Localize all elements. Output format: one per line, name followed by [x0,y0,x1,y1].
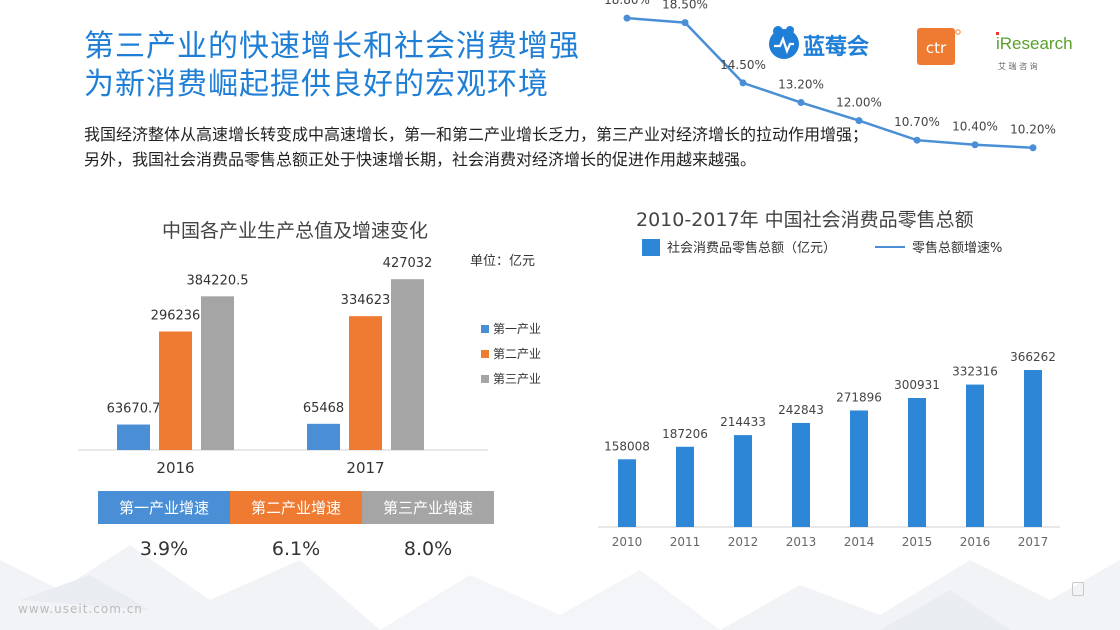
primary-growth-label: 第一产业增速 [98,491,230,524]
retail-bar [1024,370,1042,527]
secondary-growth-value: 6.1% [271,538,321,560]
industry-bar-label: 63670.7 [107,402,161,417]
industry-bar-label: 427032 [383,256,433,271]
growth-point [797,99,805,107]
growth-point-label: 10.40% [952,120,998,134]
retail-category-label: 2010 [612,535,643,549]
growth-point-label: 18.80% [604,0,650,7]
ctr-logo-text: ctr [926,39,947,57]
industry-legend-label: 第三产业 [493,372,541,386]
industry-chart-unit: 单位：亿元 [470,254,536,269]
industry-legend-swatch [481,325,489,333]
growth-line [626,16,1034,149]
growth-point [971,141,979,149]
industry-bar [201,296,234,450]
retail-bar-label: 214433 [720,415,766,429]
growth-point [681,19,689,27]
industry-bar-label: 65468 [303,401,344,416]
primary-growth-value: 3.9% [139,538,189,560]
retail-bar-label: 187206 [662,427,708,441]
growth-point-label: 12.00% [836,96,882,110]
retail-bar-label: 332316 [952,365,998,379]
retail-bar [792,422,810,527]
retail-bar-label: 242843 [778,403,824,417]
page-title-line-1: 第三产业的快速增长和社会消费增强 [84,29,580,64]
retail-bar [734,435,752,527]
watermark: www.useit.com.cn [18,602,143,616]
tertiary-growth-label: 第三产业增速 [362,491,494,524]
industry-category-label: 2016 [156,459,194,477]
growth-point-label: 14.50% [720,58,766,72]
industry-legend-label: 第一产业 [493,322,541,336]
secondary-growth-label: 第二产业增速 [230,491,362,524]
retail-bar [966,384,984,527]
growth-rate-header: 第一产业增速 第二产业增速 第三产业增速 [98,491,494,524]
retail-chart-title: 2010-2017年 中国社会消费品零售总额 [636,209,974,231]
description-line-1: 我国经济整体从高速增长转变成中高速增长，第一和第二产业增长乏力，第三产业对经济增… [84,125,869,144]
industry-category-label: 2017 [346,459,384,477]
growth-legend-label: 零售总额增速% [912,240,1002,256]
retail-bar [618,459,636,527]
iresearch-logo: iResearch 艾 瑞 咨 询 [996,30,1086,78]
industry-bar [307,423,340,450]
retail-bar-label: 300931 [894,378,940,392]
industry-legend-swatch [481,350,489,358]
industry-chart-title: 中国各产业生产总值及增速变化 [162,220,429,242]
industry-output-chart: 63670.7 296236 384220.5 2016 65468 334623 4270… [78,256,541,477]
industry-bar-label: 296236 [151,309,201,324]
growth-rate-values: 3.9% 6.1% 8.0% [98,538,494,560]
description: 我国经济整体从高速增长转变成中高速增长，第一和第二产业增长乏力，第三产业对经济增… [84,122,1044,172]
iresearch-logo-subtext: 艾 瑞 咨 询 [998,61,1038,71]
page-title-line-2: 为新消费崛起提供良好的宏观环境 [84,67,549,102]
page-icon [1072,582,1084,596]
tertiary-growth-value: 8.0% [403,538,453,560]
retail-category-label: 2015 [902,535,933,549]
retail-category-label: 2012 [728,535,759,549]
growth-point-label: 18.50% [662,0,708,12]
industry-bar [159,331,192,450]
retail-category-label: 2011 [670,535,701,549]
retail-legend-label: 社会消费品零售总额（亿元） [667,240,836,256]
industry-bar-label: 334623 [341,293,391,308]
industry-bar [391,279,424,450]
retail-bar-label: 271896 [836,390,882,404]
industry-legend-swatch [481,375,489,383]
growth-point [913,136,921,144]
growth-point [1029,144,1037,152]
retail-category-label: 2013 [786,535,817,549]
retail-legend-swatch [642,239,660,256]
growth-point [855,117,863,125]
growth-point-label: 10.20% [1010,123,1056,137]
retail-bar-label: 158008 [604,439,650,453]
retail-bar [850,410,868,527]
industry-bar-label: 384220.5 [186,273,248,288]
growth-point-label: 10.70% [894,115,940,129]
industry-bar [349,316,382,450]
retail-category-label: 2017 [1018,535,1049,549]
retail-category-label: 2014 [844,535,875,549]
page-title: 第三产业的快速增长和社会消费增强 为新消费崛起提供良好的宏观环境 [84,28,580,104]
industry-bar [117,424,150,450]
lanmeihui-logo-text: 蓝莓会 [803,34,869,60]
industry-legend-label: 第二产业 [493,347,541,361]
iresearch-logo-text: iResearch [996,34,1073,53]
retail-bar [908,398,926,527]
growth-point [739,79,747,87]
retail-bar [676,446,694,527]
lanmeihui-logo: 蓝莓会 [765,22,885,70]
growth-point [623,14,631,22]
ctr-logo: ctr [917,28,963,70]
retail-category-label: 2016 [960,535,991,549]
retail-sales-chart: 社会消费品零售总额（亿元） 零售总额增速% 158008 2010 187206 2011… [598,0,1060,549]
growth-point-label: 13.20% [778,78,824,92]
retail-bar-label: 366262 [1010,350,1056,364]
description-line-2: 另外，我国社会消费品零售总额正处于快速增长期，社会消费对经济增长的促进作用越来越… [84,150,757,169]
